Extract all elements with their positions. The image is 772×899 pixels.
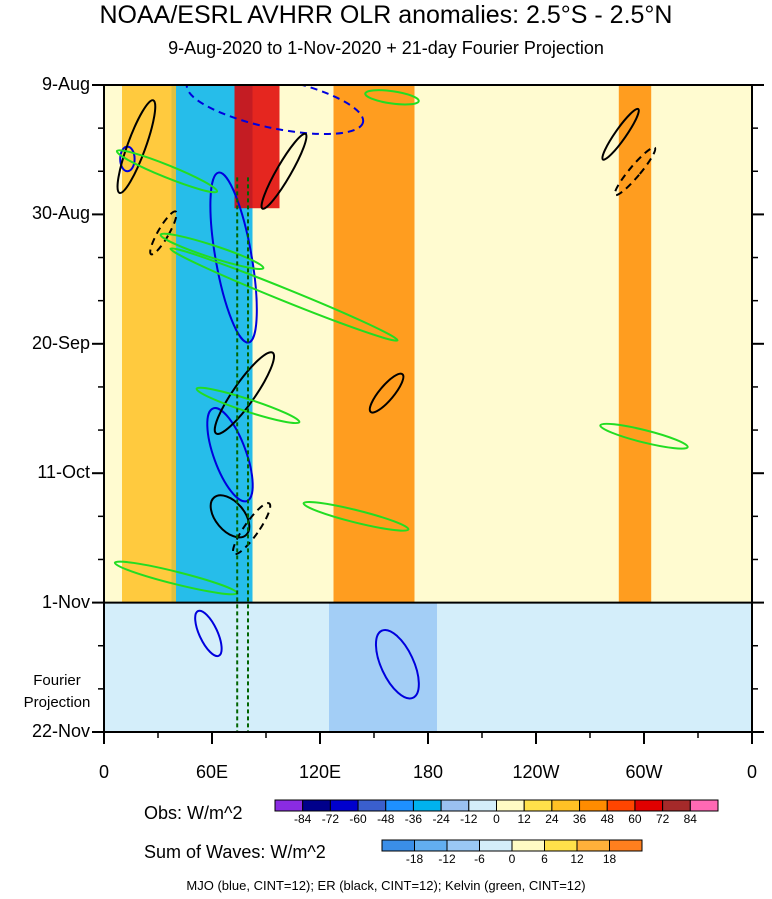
obs-swatch-9 xyxy=(523,799,553,812)
obs-swatch-6 xyxy=(440,799,470,812)
obs-tick-label: 24 xyxy=(545,812,559,826)
kelvin-contour-7 xyxy=(364,89,420,106)
waves-swatch-1 xyxy=(414,839,448,852)
obs-swatch-5 xyxy=(412,799,442,812)
x-tick-label: 120E xyxy=(298,762,342,782)
er-contour-4 xyxy=(368,372,405,414)
anomaly-band-1 xyxy=(234,85,280,209)
waves-swatch-6 xyxy=(576,839,610,852)
mjo-contour-2 xyxy=(206,407,254,503)
x-tick-label: 180 xyxy=(412,762,444,782)
waves-tick-label: -6 xyxy=(474,852,485,866)
obs-swatch-11 xyxy=(579,799,608,812)
obs-swatch-4 xyxy=(385,799,414,812)
obs-tick-label: -72 xyxy=(321,812,340,826)
waves-swatch-0 xyxy=(381,839,415,852)
obs-swatch-3 xyxy=(357,799,387,812)
er-contour-2 xyxy=(209,494,251,539)
obs-tick-label: 48 xyxy=(600,812,614,826)
kelvin-contour-1 xyxy=(169,247,399,342)
er-contour-3 xyxy=(213,351,276,435)
waves-tick-label: 0 xyxy=(508,852,516,866)
er-contour-0 xyxy=(116,99,157,195)
waves-tick-label: -18 xyxy=(405,852,424,866)
anomaly-field xyxy=(104,85,752,732)
x-tick-label: 120W xyxy=(512,762,560,782)
chart-subtitle: 9-Aug-2020 to 1-Nov-2020 + 21-day Fourie… xyxy=(168,38,604,58)
y-tick-label: 20-Sep xyxy=(31,332,90,353)
er-contour-7 xyxy=(613,146,657,197)
x-tick-label: 0 xyxy=(98,762,109,782)
obs-tick-label: 84 xyxy=(683,812,697,826)
obs-tick-label: 72 xyxy=(655,812,670,826)
waves-swatch-4 xyxy=(511,839,545,852)
anomaly-band-3 xyxy=(618,85,652,603)
waves-swatch-5 xyxy=(544,839,578,852)
er-contour-1 xyxy=(260,132,308,210)
chart-title: NOAA/ESRL AVHRR OLR anomalies: 2.5°S - 2… xyxy=(99,1,673,29)
x-tick-label: 0 xyxy=(746,762,757,782)
mjo-contour-5 xyxy=(185,85,365,136)
obs-swatch-12 xyxy=(606,799,636,812)
waves-tick-label: 6 xyxy=(541,852,548,866)
obs-swatch-13 xyxy=(634,799,664,812)
y-tick-label: 30-Aug xyxy=(31,203,90,224)
waves-colorbar-title: Sum of Waves: W/m^2 xyxy=(144,842,326,862)
waves-tick-label: 12 xyxy=(570,852,584,866)
wave-contours xyxy=(113,85,689,700)
mjo-contour-4 xyxy=(374,629,420,700)
mjo-contour-1 xyxy=(209,171,258,344)
obs-tick-label: -60 xyxy=(349,812,367,826)
y-tick-label: 22-Nov xyxy=(31,721,90,741)
legend-note: MJO (blue, CINT=12); ER (black, CINT=12)… xyxy=(186,878,586,893)
waves-swatch-7 xyxy=(609,839,643,852)
fourier-projection-label: Fourier Projection xyxy=(23,672,91,711)
obs-tick-label: 0 xyxy=(493,812,500,826)
x-tick-label: 60W xyxy=(625,762,663,782)
x-tick-label: 60E xyxy=(195,762,229,782)
y-tick-label: 11-Oct xyxy=(37,462,90,483)
obs-swatch-10 xyxy=(551,799,581,812)
obs-tick-label: -12 xyxy=(460,812,478,826)
waves-tick-label: 18 xyxy=(602,852,617,866)
obs-swatch-14 xyxy=(662,799,691,812)
kelvin-contour-0 xyxy=(115,149,219,194)
mjo-contour-3 xyxy=(194,609,223,658)
waves-tick-label: -12 xyxy=(438,852,456,866)
anomaly-band-5 xyxy=(329,602,437,732)
obs-swatch-15 xyxy=(689,799,719,812)
obs-swatch-8 xyxy=(496,799,525,812)
obs-tick-label: -84 xyxy=(294,812,312,826)
obs-colorbar-title: Obs: W/m^2 xyxy=(144,803,243,823)
er-contour-8 xyxy=(231,502,272,556)
er-contour-5 xyxy=(601,107,640,161)
obs-swatch-0 xyxy=(274,799,304,812)
obs-tick-label: 36 xyxy=(572,812,587,826)
anomaly-band-4 xyxy=(122,85,176,603)
obs-tick-label: 60 xyxy=(628,812,642,826)
obs-swatch-1 xyxy=(302,799,331,812)
kelvin-contour-4 xyxy=(302,500,410,532)
kelvin-contour-3 xyxy=(195,386,301,425)
kelvin-contour-2 xyxy=(159,232,265,271)
waves-swatch-3 xyxy=(479,839,513,852)
waves-swatch-2 xyxy=(446,839,480,852)
obs-swatch-2 xyxy=(329,799,359,812)
obs-tick-label: -48 xyxy=(377,812,395,826)
obs-tick-label: -36 xyxy=(404,812,423,826)
y-tick-label: 1-Nov xyxy=(41,591,90,612)
er-contour-6 xyxy=(149,210,178,256)
anomaly-band-2 xyxy=(333,85,415,603)
kelvin-contour-6 xyxy=(599,422,689,450)
obs-tick-label: -24 xyxy=(432,812,450,826)
y-tick-label: 9-Aug xyxy=(41,74,90,94)
obs-swatch-7 xyxy=(468,799,497,812)
obs-tick-label: 12 xyxy=(517,812,531,826)
